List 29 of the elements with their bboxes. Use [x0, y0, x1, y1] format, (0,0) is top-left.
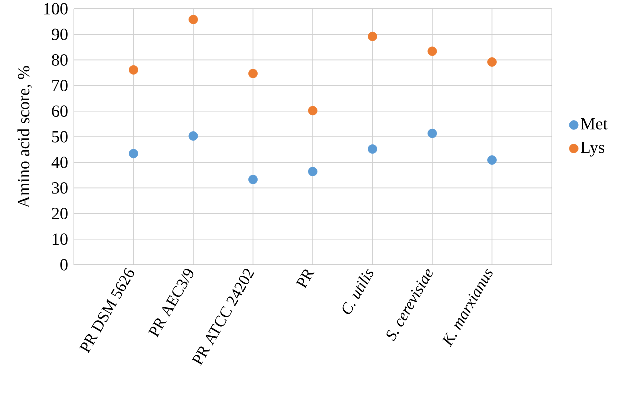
y-tick-label: 50	[52, 131, 68, 143]
y-tick-label: 20	[52, 208, 68, 220]
point	[248, 69, 258, 78]
point	[308, 167, 318, 177]
point	[488, 58, 497, 67]
y-tick-label: 60	[52, 106, 68, 118]
y-tick-label: 0	[60, 259, 68, 271]
legend-label: Met	[581, 118, 608, 130]
point	[428, 128, 438, 138]
point	[368, 32, 378, 42]
point	[129, 149, 138, 159]
y-tick-label: 40	[52, 156, 68, 168]
point	[428, 46, 438, 56]
point	[188, 132, 198, 141]
y-tick-label: 100	[44, 3, 68, 15]
point	[188, 15, 198, 24]
point	[308, 106, 318, 116]
point	[129, 65, 138, 75]
x-tick-label: PR	[296, 270, 315, 289]
y-tick-label: 80	[52, 54, 68, 66]
y-tick-label: 90	[52, 28, 68, 40]
y-axis-title: Amino acid score, %	[18, 66, 32, 208]
point	[248, 175, 258, 184]
point	[488, 156, 497, 165]
point	[368, 144, 378, 154]
y-tick-label: 70	[52, 80, 68, 92]
legend-label: Lys	[581, 142, 604, 157]
y-tick-label: 10	[52, 234, 68, 246]
y-tick-label: 30	[52, 182, 68, 194]
